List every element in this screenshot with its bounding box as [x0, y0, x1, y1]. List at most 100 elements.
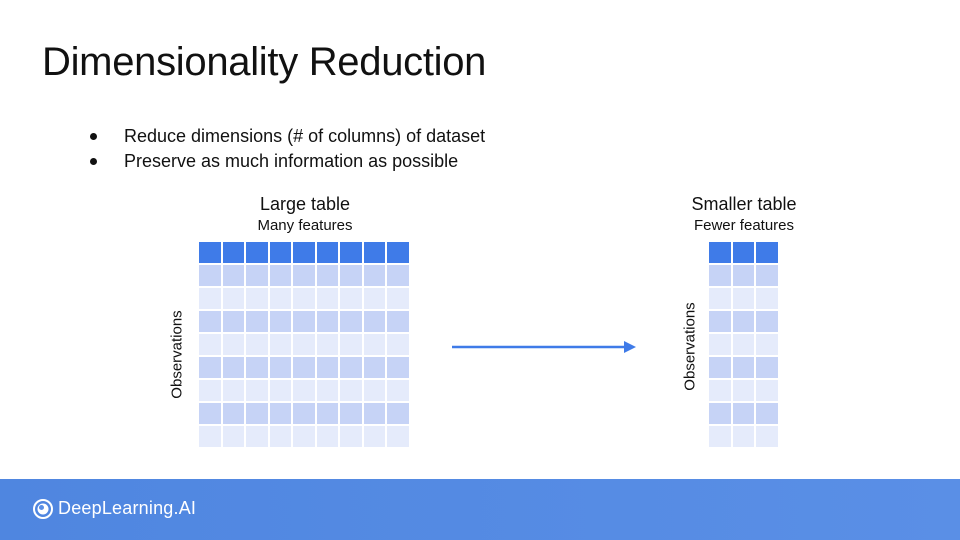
large-table-data-cell	[293, 311, 315, 332]
large-table-data-cell	[316, 265, 338, 286]
large-table-header-cell	[293, 242, 315, 263]
small-table-data-cell	[756, 311, 778, 332]
large-table-data-cell	[363, 426, 385, 447]
large-table-data-cell	[316, 334, 338, 355]
bullet-item: Reduce dimensions (# of columns) of data…	[88, 124, 485, 149]
large-table-data-cell	[363, 265, 385, 286]
small-table-data-cell	[709, 426, 731, 447]
large-table-data-cell	[363, 357, 385, 378]
small-table-data-cell	[732, 426, 754, 447]
large-table-header-cell	[199, 242, 221, 263]
large-table-ylabel: Observations	[168, 310, 186, 399]
large-table-data-cell	[269, 403, 291, 424]
large-table-data-cell	[246, 265, 268, 286]
large-table-data-cell	[246, 426, 268, 447]
large-table-data-cell	[246, 311, 268, 332]
large-table-data-cell	[199, 288, 221, 309]
small-table-ylabel: Observations	[681, 302, 699, 391]
small-table-data-cell	[756, 403, 778, 424]
large-table-data-cell	[316, 426, 338, 447]
bullet-icon	[90, 158, 97, 165]
large-table-data-cell	[222, 265, 244, 286]
small-table-data-cell	[756, 288, 778, 309]
large-table-data-cell	[269, 311, 291, 332]
footer-bar	[0, 479, 960, 540]
large-table-data-cell	[387, 380, 409, 401]
large-table-data-cell	[269, 334, 291, 355]
small-table-data-cell	[756, 357, 778, 378]
large-table-data-cell	[363, 380, 385, 401]
right-arrow-icon	[452, 341, 636, 353]
large-table-data-cell	[222, 334, 244, 355]
large-table-data-cell	[293, 426, 315, 447]
small-table-data-cell	[732, 265, 754, 286]
large-table-data-cell	[363, 288, 385, 309]
large-table-data-cell	[387, 426, 409, 447]
large-table-data-cell	[222, 357, 244, 378]
large-table-data-cell	[340, 265, 362, 286]
bullet-text: Preserve as much information as possible	[124, 151, 459, 171]
logo-text: DeepLearning.AI	[58, 498, 197, 518]
large-table-data-cell	[222, 311, 244, 332]
small-table-title: Smaller table	[691, 194, 797, 214]
small-table-data-cell	[732, 380, 754, 401]
large-table-data-cell	[199, 380, 221, 401]
large-table-data-cell	[340, 311, 362, 332]
large-table-data-cell	[269, 380, 291, 401]
bullet-icon	[90, 133, 97, 140]
large-table-data-cell	[199, 311, 221, 332]
small-table-subtitle: Fewer features	[693, 217, 795, 234]
large-table-title: Large table	[259, 194, 351, 214]
large-table-data-cell	[199, 334, 221, 355]
large-table-data-cell	[293, 357, 315, 378]
large-table-data-cell	[246, 380, 268, 401]
large-table-data-cell	[293, 288, 315, 309]
small-table-data-cell	[709, 380, 731, 401]
small-table-data-cell	[756, 380, 778, 401]
large-table-data-cell	[340, 380, 362, 401]
large-table-data-cell	[269, 357, 291, 378]
large-table-data-cell	[387, 357, 409, 378]
large-table-grid	[199, 242, 409, 447]
small-table-header-cell	[756, 242, 778, 263]
large-table-data-cell	[316, 357, 338, 378]
small-table-data-cell	[732, 334, 754, 355]
large-table-data-cell	[293, 403, 315, 424]
small-table-data-cell	[732, 357, 754, 378]
bullet-text: Reduce dimensions (# of columns) of data…	[124, 126, 486, 146]
small-table-header-cell	[732, 242, 754, 263]
large-table-data-cell	[293, 265, 315, 286]
large-table-data-cell	[199, 265, 221, 286]
large-table-data-cell	[222, 403, 244, 424]
large-table-data-cell	[293, 380, 315, 401]
large-table-header-cell	[387, 242, 409, 263]
large-table-data-cell	[246, 288, 268, 309]
large-table-data-cell	[340, 426, 362, 447]
deeplearning-ai-logo-icon	[33, 498, 53, 519]
large-table-data-cell	[316, 380, 338, 401]
small-table-data-cell	[732, 311, 754, 332]
large-table-data-cell	[363, 334, 385, 355]
large-table-data-cell	[387, 403, 409, 424]
small-table-header-cell	[709, 242, 731, 263]
large-table-data-cell	[316, 288, 338, 309]
large-table-data-cell	[246, 334, 268, 355]
large-table-data-cell	[222, 380, 244, 401]
large-table-data-cell	[340, 288, 362, 309]
large-table-header-cell	[269, 242, 291, 263]
small-table-data-cell	[709, 334, 731, 355]
large-table-data-cell	[340, 357, 362, 378]
large-table-data-cell	[269, 426, 291, 447]
large-table-data-cell	[316, 403, 338, 424]
large-table-header-cell	[246, 242, 268, 263]
large-table-data-cell	[387, 311, 409, 332]
large-table-data-cell	[199, 426, 221, 447]
bullet-item: Preserve as much information as possible	[88, 149, 485, 174]
small-table-data-cell	[756, 426, 778, 447]
large-table-header-cell	[222, 242, 244, 263]
large-table-data-cell	[222, 288, 244, 309]
large-table-data-cell	[199, 403, 221, 424]
large-table-data-cell	[363, 311, 385, 332]
large-table-header-cell	[340, 242, 362, 263]
small-table-data-cell	[756, 265, 778, 286]
